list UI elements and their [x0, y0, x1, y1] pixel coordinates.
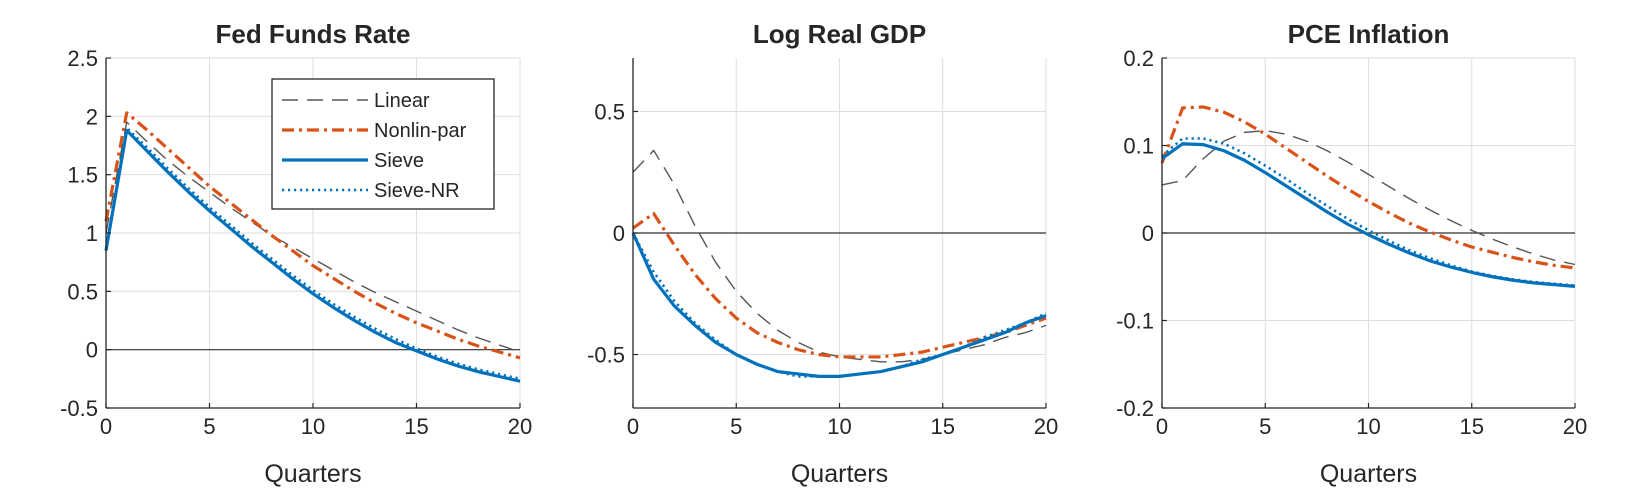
y-tick-label: 0 [86, 338, 98, 363]
x-tick-label: 20 [1563, 414, 1587, 439]
legend-label: Sieve [374, 150, 424, 172]
series-line-linear [1161, 129, 1576, 266]
y-tick-label: 2.5 [67, 46, 98, 71]
series-line-nonlin-par [632, 211, 1047, 359]
y-tick-label: -0.5 [60, 396, 98, 421]
y-tick-label: 0.5 [67, 279, 98, 304]
y-tick-label: 0.2 [1123, 46, 1154, 71]
series-line-nonlin-par [104, 111, 521, 360]
series-line-sieve [104, 128, 521, 383]
series-line-linear [632, 149, 1047, 363]
x-tick-label: 5 [730, 414, 742, 439]
x-axis-label: Quarters [791, 460, 888, 488]
series-line-linear [105, 121, 521, 353]
x-tick-label: 20 [508, 414, 532, 439]
x-tick-label: 0 [100, 414, 112, 439]
y-tick-label: 1.5 [67, 163, 98, 188]
y-tick-label: 1 [86, 221, 98, 246]
x-axis-label: Quarters [1320, 460, 1417, 488]
x-tick-label: 10 [301, 414, 325, 439]
y-tick-label: -0.1 [1116, 309, 1154, 334]
legend-label: Linear [374, 90, 430, 112]
x-tick-label: 0 [1156, 414, 1168, 439]
y-tick-label: 0.1 [1123, 134, 1154, 159]
x-tick-label: 5 [203, 414, 215, 439]
y-tick-label: 0 [613, 221, 625, 246]
legend-label: Sieve-NR [374, 180, 460, 202]
x-tick-label: 5 [1259, 414, 1271, 439]
series-line-sieve-nr [1161, 137, 1576, 287]
chart-title: Fed Funds Rate [215, 19, 410, 49]
y-tick-label: 2 [86, 104, 98, 129]
chart-title: PCE Inflation [1288, 19, 1450, 49]
chart-panel-2: 0 5 10 15 20 -0.5 0 0.5 Log Real GDP Quarters [587, 19, 1058, 488]
x-tick-label: 10 [827, 414, 851, 439]
y-tick-label: 0.5 [594, 99, 625, 124]
y-tick-label: -0.2 [1116, 396, 1154, 421]
y-tick-label: 0 [1142, 221, 1154, 246]
legend-label: Nonlin-par [374, 120, 467, 142]
legend: Linear Nonlin-par Sieve Sieve-NR [271, 78, 495, 210]
x-tick-label: 20 [1034, 414, 1058, 439]
x-tick-label: 15 [1460, 414, 1484, 439]
x-tick-label: 0 [627, 414, 639, 439]
series-line-nonlin-par [1160, 105, 1576, 270]
y-tick-label: -0.5 [587, 343, 625, 368]
x-axis-label: Quarters [264, 460, 361, 488]
chart-panel-3: 0 5 10 15 20 -0.2 -0.1 0 0.1 0.2 PCE Inflation Quar… [1116, 19, 1587, 488]
series-line-sieve [631, 232, 1047, 378]
x-tick-label: 15 [931, 414, 955, 439]
x-tick-label: 15 [404, 414, 428, 439]
x-tick-label: 10 [1356, 414, 1380, 439]
chart-title: Log Real GDP [753, 19, 926, 49]
